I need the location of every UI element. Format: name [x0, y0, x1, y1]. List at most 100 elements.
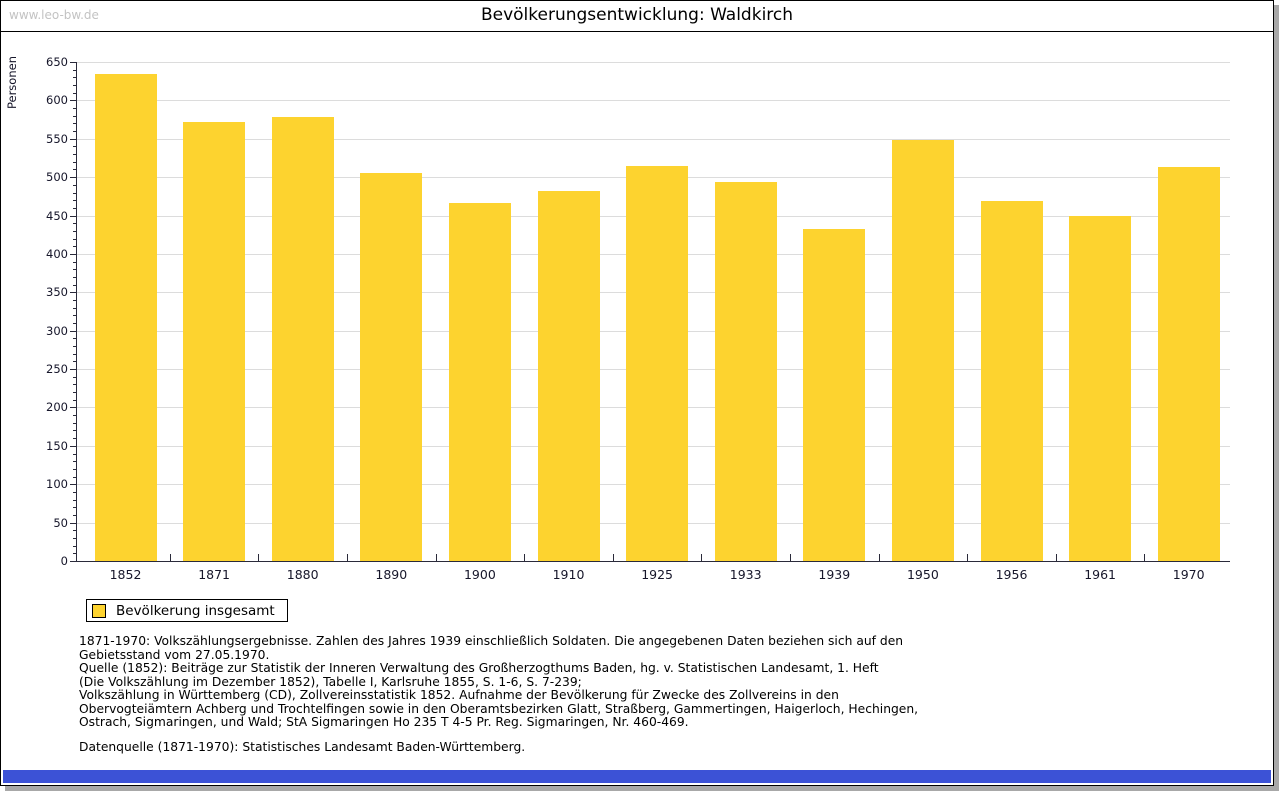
- x-tick: [701, 554, 703, 562]
- y-minor-tick: [73, 315, 76, 317]
- y-minor-tick: [73, 438, 76, 440]
- footnote-line: Volkszählung in Württemberg (CD), Zollve…: [79, 688, 839, 702]
- y-major-tick: [70, 62, 76, 63]
- y-minor-tick: [73, 537, 76, 539]
- y-minor-tick: [73, 230, 76, 232]
- y-major-tick: [70, 215, 76, 217]
- datasource-note: Datenquelle (1871-1970): Statistisches L…: [79, 740, 526, 754]
- footnote-line: Ostrach, Sigmaringen, und Wald; StA Sigm…: [79, 715, 689, 729]
- y-minor-tick: [73, 361, 76, 363]
- y-tick-label: 650: [46, 55, 68, 69]
- bar: [360, 173, 423, 561]
- footnote-line: Quelle (1852): Beiträge zur Statistik de…: [79, 661, 879, 675]
- y-tick-label: 300: [46, 323, 68, 338]
- bar: [803, 228, 866, 561]
- x-tick-label: 1956: [995, 567, 1028, 582]
- bar: [626, 166, 689, 561]
- y-minor-tick: [73, 353, 76, 355]
- legend-box: Bevölkerung insgesamt: [86, 599, 288, 622]
- y-major-tick: [70, 177, 76, 179]
- x-tick: [1144, 554, 1146, 562]
- y-minor-tick: [73, 491, 76, 493]
- y-tick-label: 250: [46, 362, 68, 377]
- y-tick-label: 600: [46, 93, 68, 108]
- y-minor-tick: [73, 399, 76, 401]
- y-major-tick: [70, 138, 76, 140]
- y-tick-label: 550: [46, 131, 68, 146]
- x-tick-label: 1852: [109, 567, 142, 582]
- bar: [891, 140, 954, 561]
- legend-swatch: [92, 603, 106, 618]
- bar: [1069, 215, 1132, 561]
- footnote-line: (Die Volkszählung im Dezember 1852), Tab…: [79, 674, 582, 689]
- x-tick-label: 1890: [375, 567, 408, 582]
- bar: [448, 203, 511, 561]
- y-minor-tick: [73, 161, 76, 163]
- y-minor-tick: [73, 376, 76, 378]
- y-minor-tick: [73, 246, 76, 248]
- bar: [183, 121, 246, 561]
- bar: [94, 74, 157, 561]
- y-tick-label: 450: [46, 208, 68, 223]
- y-minor-tick: [73, 146, 76, 148]
- y-tick-label: 400: [46, 246, 68, 261]
- y-major-tick: [70, 100, 76, 102]
- y-tick-label: 0: [60, 554, 68, 568]
- y-minor-tick: [73, 77, 76, 79]
- y-minor-tick: [73, 200, 76, 202]
- site-watermark: www.leo-bw.de: [9, 8, 99, 22]
- y-major-tick: [70, 369, 76, 371]
- x-tick: [1055, 554, 1057, 562]
- y-axis-line: [76, 62, 77, 561]
- x-tick-label: 1970: [1172, 567, 1205, 582]
- y-minor-tick: [73, 261, 76, 263]
- y-major-tick: [70, 484, 76, 486]
- chart-title: Bevölkerungsentwicklung: Waldkirch: [480, 5, 794, 25]
- x-tick-label: 1933: [729, 567, 762, 582]
- y-minor-tick: [73, 269, 76, 271]
- y-tick-label: 100: [46, 477, 68, 492]
- y-minor-tick: [73, 530, 76, 532]
- gridline: [77, 100, 1230, 102]
- x-tick: [790, 554, 791, 562]
- y-minor-tick: [73, 85, 76, 87]
- x-tick-label: 1871: [198, 567, 230, 582]
- x-tick: [347, 554, 348, 562]
- y-minor-tick: [73, 384, 76, 386]
- y-major-tick: [70, 253, 76, 255]
- y-minor-tick: [73, 545, 76, 547]
- bar: [714, 181, 777, 561]
- y-tick-label: 350: [46, 285, 68, 300]
- y-tick-label: 500: [46, 170, 68, 185]
- bar: [1157, 167, 1220, 561]
- y-minor-tick: [73, 192, 76, 194]
- x-tick: [878, 554, 880, 562]
- bar: [271, 117, 334, 561]
- y-minor-tick: [73, 69, 76, 71]
- y-minor-tick: [73, 514, 76, 516]
- x-tick: [967, 554, 969, 562]
- y-tick-label: 50: [53, 515, 68, 530]
- x-tick: [435, 554, 437, 562]
- y-minor-tick: [73, 184, 76, 186]
- y-minor-tick: [73, 115, 76, 117]
- header: www.leo-bw.de Bevölkerungsentwicklung: W…: [1, 1, 1273, 32]
- y-tick-label: 150: [46, 438, 68, 453]
- y-minor-tick: [73, 507, 76, 509]
- bar: [980, 200, 1043, 561]
- footnote-line: 1871-1970: Volkszählungsergebnisse. Zahl…: [79, 634, 904, 648]
- x-tick: [258, 554, 260, 562]
- y-minor-tick: [73, 461, 76, 463]
- x-tick-label: 1910: [552, 567, 585, 582]
- y-minor-tick: [73, 338, 76, 340]
- footer-bar: [3, 770, 1271, 783]
- footnote-line: Gebietsstand vom 27.05.1970.: [79, 647, 270, 662]
- x-tick-label: 1961: [1084, 567, 1116, 582]
- y-minor-tick: [73, 415, 76, 417]
- x-tick-label: 1939: [818, 567, 851, 582]
- y-minor-tick: [73, 299, 76, 301]
- y-major-tick: [70, 330, 76, 332]
- y-minor-tick: [73, 207, 76, 209]
- y-minor-tick: [73, 92, 76, 94]
